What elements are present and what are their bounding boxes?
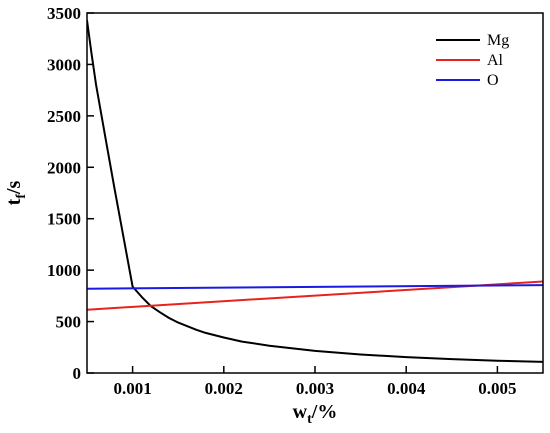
x-axis-title: wt/%	[293, 401, 338, 427]
y-tick-label: 3000	[47, 55, 81, 74]
y-axis-title-base: t	[3, 198, 25, 205]
y-tick-label: 0	[73, 364, 82, 383]
x-tick-label: 0.003	[296, 379, 334, 398]
x-axis: 0.001 0.002 0.003 0.004 0.005	[113, 366, 517, 398]
y-axis-title-suffix: /s	[3, 180, 25, 195]
y-axis-title: tf/s	[3, 180, 29, 205]
axes-frame	[86, 12, 544, 374]
y-tick-label: 3500	[47, 4, 81, 23]
x-tick-label: 0.005	[478, 379, 516, 398]
series-line-mg	[87, 20, 543, 363]
y-tick-label: 2500	[47, 107, 81, 126]
x-tick-label: 0.001	[113, 379, 151, 398]
y-axis-title-sub: f	[14, 194, 29, 199]
x-axis-title-base: w	[293, 401, 308, 423]
legend-label-o: O	[487, 72, 499, 89]
y-tick-label: 500	[56, 313, 82, 332]
plot-area	[87, 20, 543, 363]
y-tick-label: 1500	[47, 210, 81, 229]
y-tick-label: 1000	[47, 261, 81, 280]
x-axis-title-suffix: /%	[311, 401, 338, 423]
x-axis-title-sub: t	[307, 412, 312, 427]
y-axis: 0 500 1000 1500 2000 2500 3000 3500	[47, 4, 94, 383]
x-tick-label: 0.002	[205, 379, 243, 398]
legend: Mg Al O	[436, 32, 509, 89]
legend-label-al: Al	[487, 52, 504, 69]
x-tick-label: 0.004	[387, 379, 426, 398]
y-tick-label: 2000	[47, 158, 81, 177]
series-line-o	[87, 284, 543, 290]
legend-label-mg: Mg	[487, 32, 509, 49]
